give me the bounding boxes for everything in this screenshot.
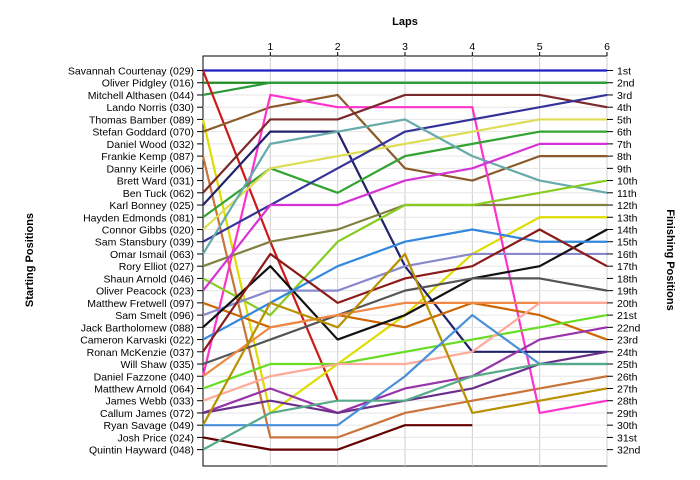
starting-label: Cameron Karvaski (022) [80,335,194,347]
starting-label: Ben Tuck (062) [123,188,194,200]
finishing-label: 23rd [617,335,638,347]
starting-label: Frankie Kemp (087) [101,151,194,163]
lap-tick-label: 3 [402,41,408,53]
starting-label: Savannah Courtenay (029) [68,66,194,78]
lap-tick-label: 5 [537,41,543,53]
series-line-25 [202,314,608,390]
starting-label: Brett Ward (031) [117,176,194,188]
starting-label: Mitchell Althasen (044) [88,90,194,102]
starting-position-labels: Savannah Courtenay (029)Oliver Pidgley (… [68,66,203,457]
starting-label: Oliver Peacock (023) [96,286,194,298]
finishing-label: 1st [617,66,631,78]
series-line-17 [202,142,607,292]
series-line-23 [202,277,608,366]
starting-label: Lando Norris (030) [106,102,194,114]
finishing-label: 4th [617,102,632,114]
finishing-label: 6th [617,127,632,139]
series-line-16 [202,179,608,317]
finishing-label: 2nd [617,78,635,90]
finishing-label: 31st [617,432,637,444]
starting-label: Sam Smelt (096) [115,310,194,322]
finishing-label: 8th [617,151,632,163]
lap-tick-label: 1 [267,41,273,53]
series-line-14 [202,118,608,255]
finishing-label: 11th [617,188,637,200]
finishing-label: 21st [617,310,637,322]
finishing-label: 16th [617,249,638,261]
finishing-label: 10th [617,176,638,188]
lap-tick-labels: 1 2 3 4 5 6 [267,41,610,56]
starting-label: Connor Gibbs (020) [102,224,194,236]
starting-label: Omar Ismail (063) [110,249,194,261]
series-line-26 [202,301,607,402]
series-line-20 [202,228,608,341]
finishing-label: 25th [617,359,638,371]
starting-label: Thomas Bamber (089) [89,114,194,126]
starting-label: Danny Keirle (006) [106,163,194,175]
lap-tick-label: 6 [604,41,610,53]
finishing-label: 29th [617,408,638,420]
finishing-label: 7th [617,139,632,151]
series-line-7 [202,93,607,182]
starting-label: Daniel Fazzone (040) [94,371,194,383]
left-axis-title: Starting Positions [24,213,36,307]
series-line-19 [202,252,607,317]
series-lines [201,69,608,451]
right-axis-title: Finishing Positions [664,209,676,310]
starting-label: Quintin Hayward (048) [89,445,194,457]
finishing-label: 15th [617,237,638,249]
finishing-label: 22nd [617,322,641,334]
finishing-position-labels: 1st2nd3rd4th5th6th7th8th9th10th11th12th1… [607,66,641,457]
finishing-label: 5th [617,114,632,126]
series-line-31 [202,424,473,451]
starting-label: Rory Elliot (027) [119,261,194,273]
finishing-label: 20th [617,298,638,310]
starting-label: Karl Bonney (025) [109,200,194,212]
starting-label: Jack Bartholomew (088) [81,322,194,334]
series-line-22 [202,228,608,353]
finishing-label: 3rd [617,90,632,102]
finishing-label: 14th [617,224,638,236]
finishing-label: 24th [617,347,638,359]
starting-label: Josh Price (024) [118,432,194,444]
finishing-label: 27th [617,383,638,395]
series-line-8 [201,93,608,415]
starting-label: Matthew Arnold (064) [94,383,194,395]
starting-label: James Webb (033) [105,396,194,408]
finishing-label: 32nd [617,445,641,457]
starting-label: Sam Stansbury (039) [95,237,194,249]
finishing-label: 19th [617,286,638,298]
finishing-label: 28th [617,396,638,408]
finishing-label: 9th [617,163,632,175]
series-line-3 [202,81,607,97]
finishing-label: 12th [617,200,638,212]
starting-label: Will Shaw (035) [120,359,194,371]
starting-label: Shaun Arnold (046) [104,273,194,285]
lap-tick-label: 4 [469,41,475,53]
finishing-label: 18th [617,273,638,285]
starting-label: Ronan McKenzie (037) [87,347,194,359]
finishing-label: 17th [617,261,638,273]
series-line-29 [202,252,608,426]
finishing-label: 13th [617,212,638,224]
starting-label: Daniel Wood (032) [107,139,194,151]
series-line-12 [202,118,607,231]
lap-tick-label: 2 [335,41,341,53]
finishing-label: 26th [617,371,638,383]
starting-label: Matthew Fretwell (097) [87,298,194,310]
starting-label: Callum James (072) [100,408,194,420]
series-line-32 [202,362,607,451]
starting-label: Stefan Goddard (070) [92,127,194,139]
chart-title: Laps [392,16,418,28]
series-line-27 [202,326,608,415]
finishing-label: 30th [617,420,638,432]
series-line-9 [202,93,608,194]
starting-label: Hayden Edmonds (081) [83,212,194,224]
starting-label: Ryan Savage (049) [104,420,194,432]
starting-label: Oliver Pidgley (016) [102,78,194,90]
series-line-6 [201,155,608,439]
